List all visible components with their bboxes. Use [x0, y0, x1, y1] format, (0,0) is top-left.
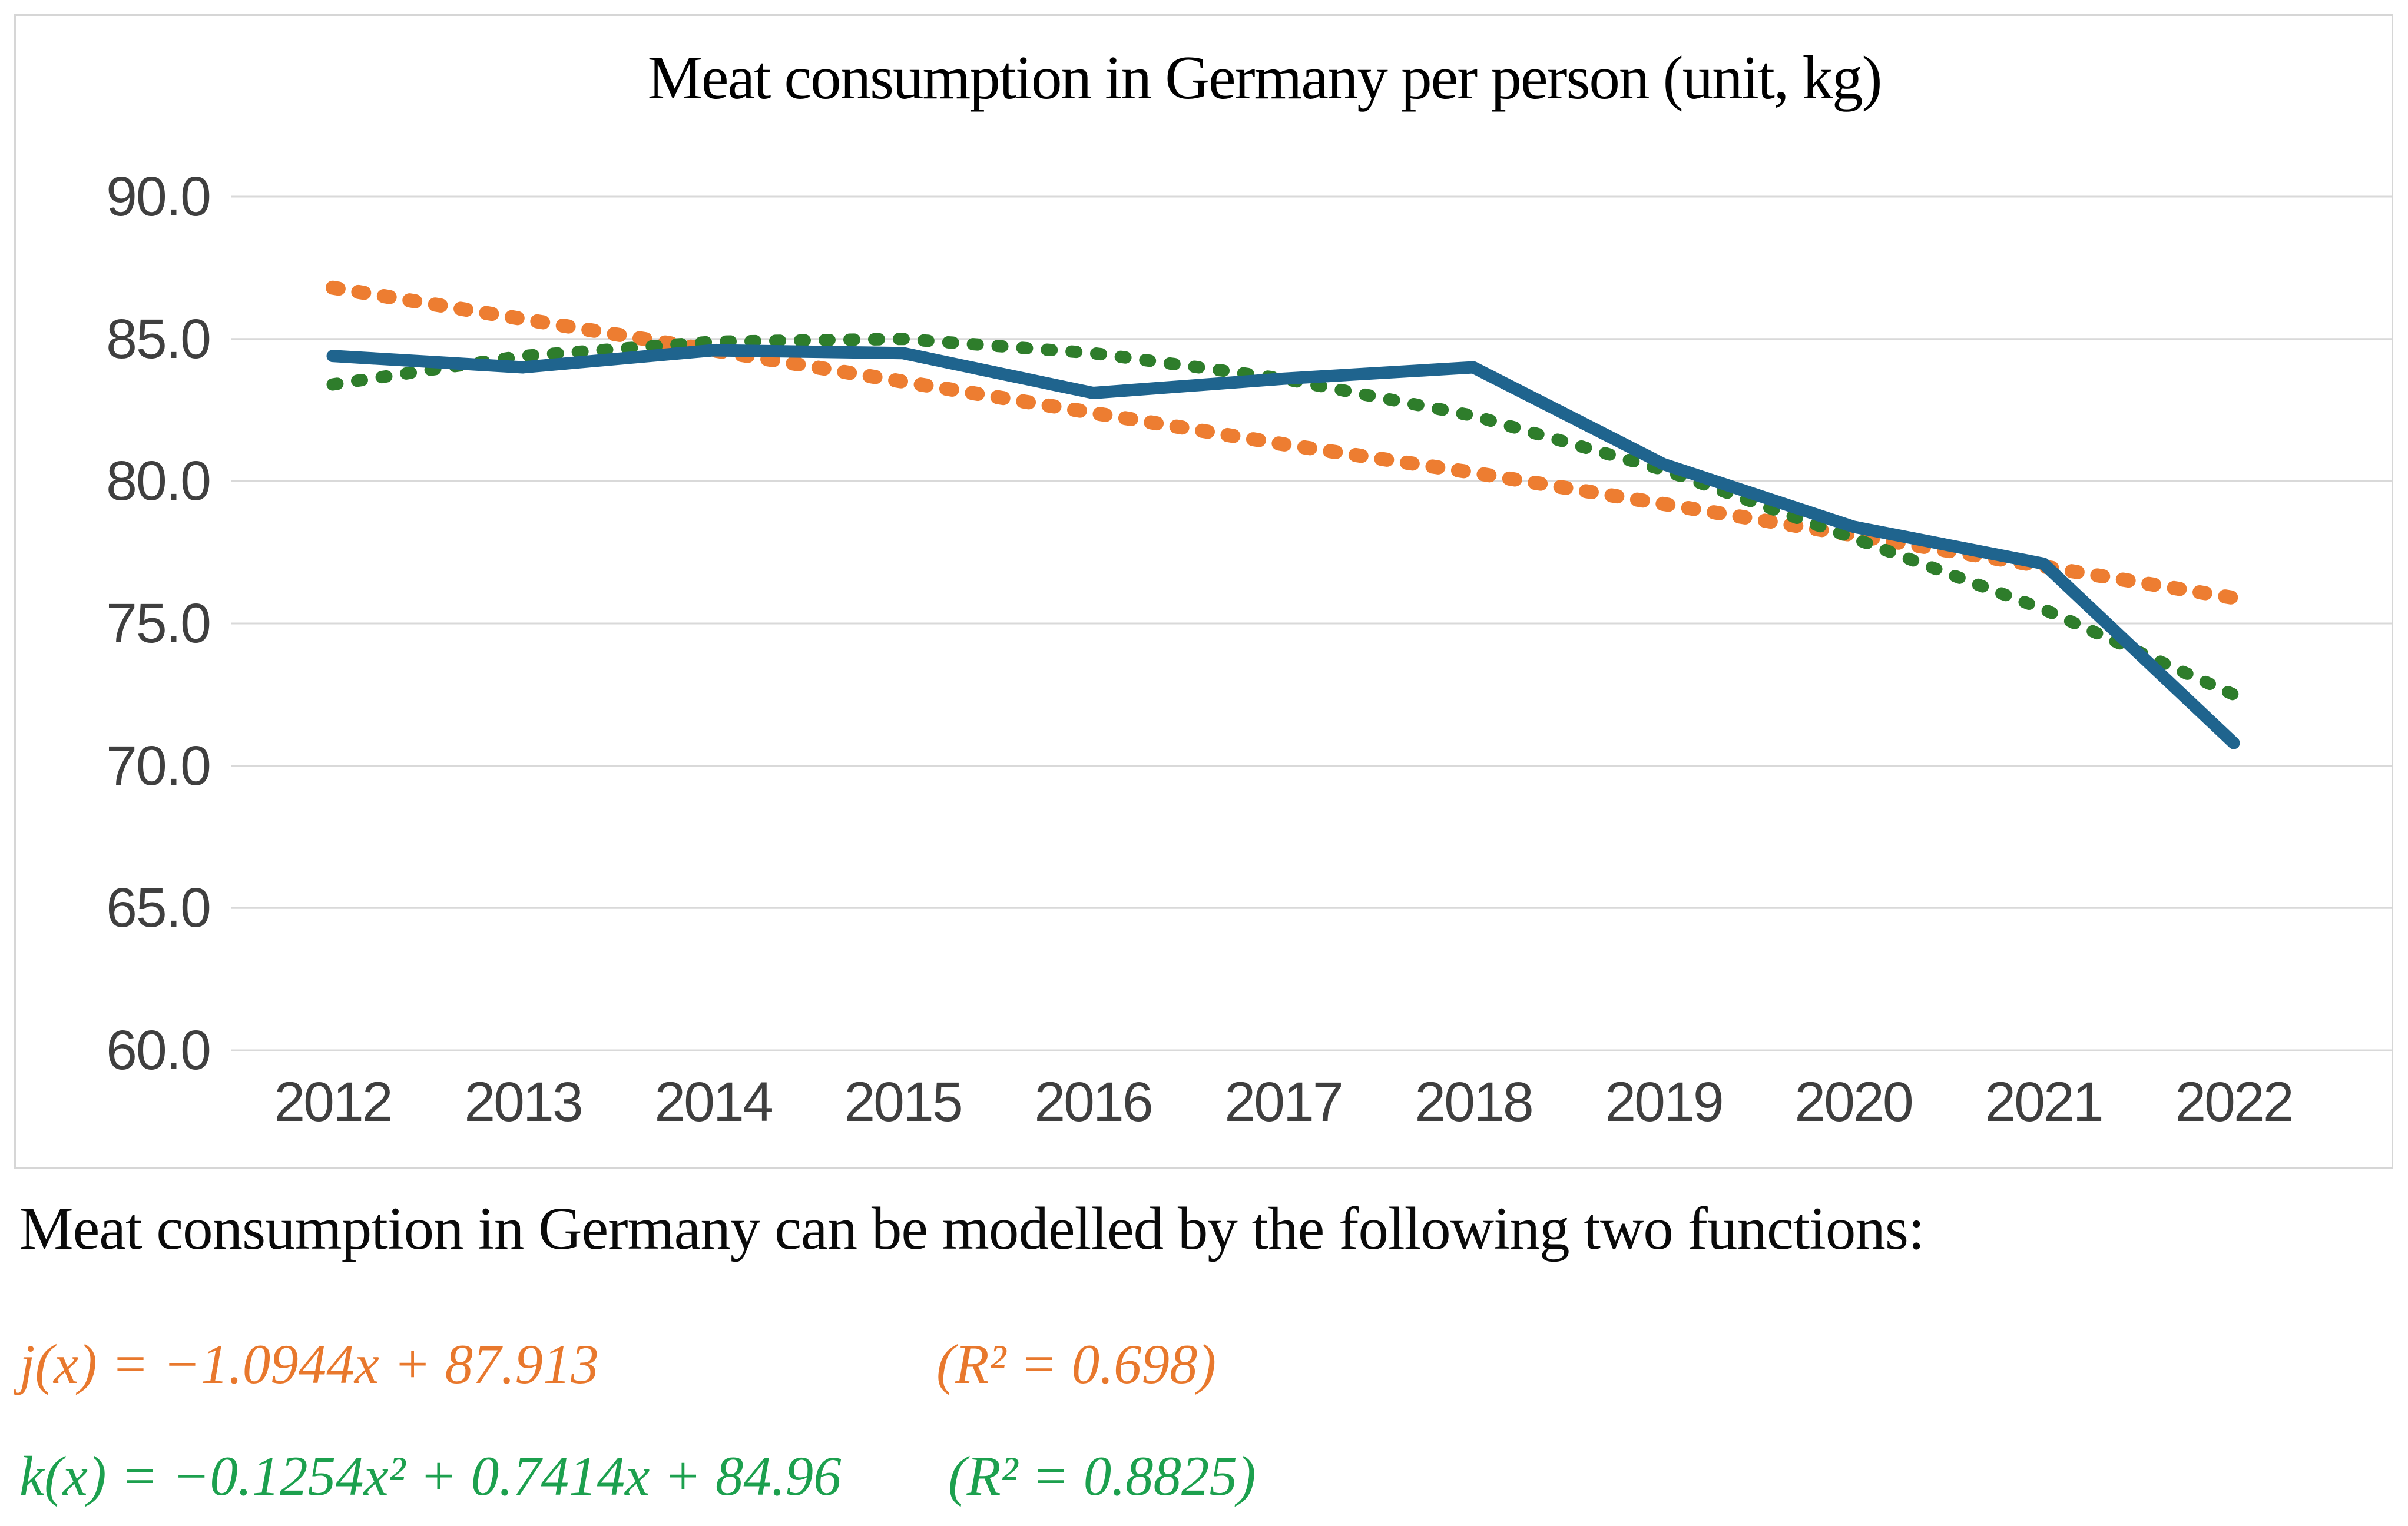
equation-linear: j(x) = −1.0944x + 87.913 (R² = 0.698)	[19, 1332, 2316, 1408]
y-tick-label: 60.0	[106, 1019, 211, 1082]
x-tick-label: 2016	[1034, 1071, 1153, 1133]
equation-quadratic: k(x) = −0.1254x² + 0.7414x + 84.96 (R² =…	[19, 1444, 2316, 1520]
x-tick-label: 2013	[464, 1071, 583, 1133]
x-tick-label: 2019	[1605, 1071, 1724, 1133]
chart-title: Meat consumption in Germany per person (…	[647, 43, 1883, 112]
y-tick-label: 90.0	[106, 165, 211, 228]
x-tick-label: 2021	[1985, 1071, 2104, 1133]
x-tick-label: 2012	[274, 1071, 393, 1133]
x-tick-label: 2017	[1224, 1071, 1343, 1133]
y-tick-label: 85.0	[106, 308, 211, 370]
x-tick-label: 2018	[1415, 1071, 1533, 1133]
x-tick-label: 2014	[654, 1071, 773, 1133]
chart-panel: Meat consumption in Germany per person (…	[14, 14, 2393, 1169]
y-tick-label: 65.0	[106, 877, 211, 939]
x-tick-label: 2022	[2175, 1071, 2294, 1133]
equation-linear-formula: j(x) = −1.0944x + 87.913	[19, 1333, 599, 1395]
x-tick-label: 2020	[1794, 1071, 1913, 1133]
line-chart	[231, 195, 2392, 1051]
equation-quadratic-r2: (R² = 0.8825)	[948, 1445, 1256, 1507]
y-tick-label: 70.0	[106, 735, 211, 797]
equation-quadratic-formula: k(x) = −0.1254x² + 0.7414x + 84.96	[19, 1445, 842, 1507]
x-tick-label: 2015	[844, 1071, 963, 1133]
caption-text: Meat consumption in Germany can be model…	[19, 1195, 1925, 1262]
y-tick-label: 80.0	[106, 450, 211, 512]
equation-linear-r2: (R² = 0.698)	[936, 1333, 1217, 1395]
y-tick-label: 75.0	[106, 592, 211, 655]
